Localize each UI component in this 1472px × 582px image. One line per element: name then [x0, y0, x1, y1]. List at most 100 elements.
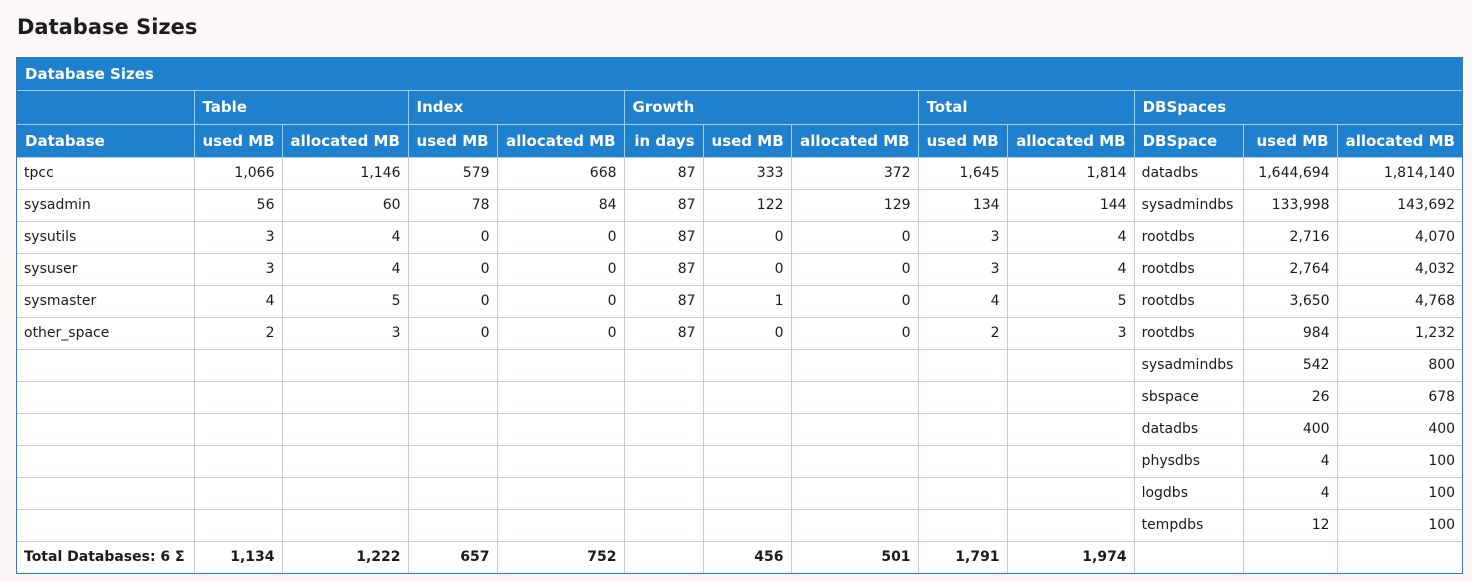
cell-database [17, 508, 195, 542]
cell-total-allocated-mb [1006, 412, 1135, 446]
total-databases-label: Total Databases: 6 Σ [17, 540, 195, 573]
cell-dbspace-allocated-mb: 678 [1336, 380, 1463, 414]
table-row: sysadmindbs 542 800 [17, 348, 1463, 382]
cell-growth-used-mb [702, 508, 792, 542]
group-header-total: Total [917, 91, 1135, 125]
cell-dbspace-allocated-mb: 400 [1336, 412, 1463, 446]
cell-index-used-mb [407, 476, 498, 510]
column-header-dbspace: DBSpace [1133, 123, 1244, 158]
cell-total-allocated-mb [1006, 444, 1135, 478]
cell-table-used-mb: 2 [193, 316, 283, 350]
cell-dbspace: sysadmindbs [1133, 188, 1244, 222]
group-header-growth: Growth [623, 91, 919, 125]
cell-dbspace-used-mb: 4 [1242, 444, 1338, 478]
cell-growth-in-days [623, 508, 704, 542]
cell-dbspace-allocated-mb: 1,232 [1336, 316, 1463, 350]
cell-table-used-mb [193, 476, 283, 510]
cell-total-used-mb [917, 412, 1008, 446]
column-header-growth-used-mb: used MB [702, 123, 792, 158]
cell-total-used-mb: 1,645 [917, 156, 1008, 190]
group-header-table: Table [193, 91, 409, 125]
cell-dbspace-used-mb: 12 [1242, 508, 1338, 542]
cell-database [17, 412, 195, 446]
cell-dbspace: datadbs [1133, 156, 1244, 190]
cell-growth-in-days: 87 [623, 284, 704, 318]
cell-index-allocated-mb [496, 476, 625, 510]
total-growth-used-mb: 456 [702, 540, 792, 573]
cell-index-used-mb: 0 [407, 316, 498, 350]
cell-index-used-mb: 579 [407, 156, 498, 190]
cell-growth-allocated-mb [790, 348, 919, 382]
cell-index-allocated-mb [496, 412, 625, 446]
total-total-used-mb: 1,791 [917, 540, 1008, 573]
cell-database: sysuser [17, 252, 195, 286]
cell-index-allocated-mb: 0 [496, 284, 625, 318]
cell-index-used-mb: 0 [407, 284, 498, 318]
cell-index-used-mb: 78 [407, 188, 498, 222]
cell-dbspace-used-mb: 133,998 [1242, 188, 1338, 222]
cell-table-allocated-mb [281, 476, 409, 510]
column-header-table-allocated-mb: allocated MB [281, 123, 409, 158]
group-header-dbspaces: DBSpaces [1133, 91, 1463, 125]
cell-dbspace: rootdbs [1133, 284, 1244, 318]
cell-dbspace: sbspace [1133, 380, 1244, 414]
cell-growth-in-days: 87 [623, 252, 704, 286]
cell-growth-allocated-mb [790, 380, 919, 414]
cell-growth-in-days [623, 444, 704, 478]
cell-dbspace-used-mb: 3,650 [1242, 284, 1338, 318]
cell-dbspace-used-mb: 1,644,694 [1242, 156, 1338, 190]
cell-growth-in-days: 87 [623, 316, 704, 350]
column-header-row: Database used MB allocated MB used MB alloca… [17, 123, 1463, 158]
column-header-growth-allocated-mb: allocated MB [790, 123, 919, 158]
cell-dbspace-used-mb: 542 [1242, 348, 1338, 382]
cell-total-used-mb [917, 348, 1008, 382]
cell-dbspace-allocated-mb: 4,070 [1336, 220, 1463, 254]
cell-growth-in-days [623, 348, 704, 382]
cell-total-used-mb: 3 [917, 252, 1008, 286]
table-row: sysuser 3 4 0 0 87 0 0 3 4 rootdbs 2,764 4,032 [17, 252, 1463, 286]
cell-total-allocated-mb [1006, 380, 1135, 414]
cell-growth-used-mb [702, 348, 792, 382]
cell-dbspace-used-mb: 26 [1242, 380, 1338, 414]
cell-index-used-mb [407, 380, 498, 414]
cell-total-allocated-mb [1006, 348, 1135, 382]
panel-title: Database Sizes [17, 58, 1462, 91]
table-row: logdbs 4 100 [17, 476, 1463, 510]
cell-growth-allocated-mb [790, 476, 919, 510]
cell-index-allocated-mb: 84 [496, 188, 625, 222]
cell-index-allocated-mb [496, 348, 625, 382]
cell-database [17, 476, 195, 510]
cell-dbspace: rootdbs [1133, 252, 1244, 286]
cell-total-allocated-mb: 4 [1006, 252, 1135, 286]
table-row: sbspace 26 678 [17, 380, 1463, 414]
cell-growth-allocated-mb: 0 [790, 284, 919, 318]
cell-growth-allocated-mb [790, 444, 919, 478]
cell-total-used-mb [917, 508, 1008, 542]
total-index-used-mb: 657 [407, 540, 498, 573]
cell-total-used-mb [917, 476, 1008, 510]
cell-dbspace: logdbs [1133, 476, 1244, 510]
cell-index-allocated-mb: 0 [496, 252, 625, 286]
cell-dbspace-allocated-mb: 100 [1336, 476, 1463, 510]
page-title: Database Sizes [17, 15, 198, 39]
cell-total-allocated-mb: 4 [1006, 220, 1135, 254]
cell-index-used-mb [407, 348, 498, 382]
database-sizes-table: Table Index Growth Total DBSpaces Databa… [17, 91, 1463, 573]
total-total-allocated-mb: 1,974 [1006, 540, 1135, 573]
cell-index-allocated-mb [496, 444, 625, 478]
column-header-dbspace-used-mb: used MB [1242, 123, 1338, 158]
cell-index-allocated-mb [496, 508, 625, 542]
table-row: physdbs 4 100 [17, 444, 1463, 478]
table-row: other_space 2 3 0 0 87 0 0 2 3 rootdbs 984 1,232 [17, 316, 1463, 350]
table-row: datadbs 400 400 [17, 412, 1463, 446]
cell-growth-used-mb: 0 [702, 252, 792, 286]
cell-growth-allocated-mb: 129 [790, 188, 919, 222]
cell-table-used-mb: 3 [193, 220, 283, 254]
total-table-allocated-mb: 1,222 [281, 540, 409, 573]
cell-table-allocated-mb: 3 [281, 316, 409, 350]
cell-dbspace: physdbs [1133, 444, 1244, 478]
cell-table-allocated-mb: 60 [281, 188, 409, 222]
cell-table-used-mb [193, 380, 283, 414]
cell-growth-used-mb [702, 380, 792, 414]
table-row: sysadmin 56 60 78 84 87 122 129 134 144 sysadmindb… [17, 188, 1463, 222]
